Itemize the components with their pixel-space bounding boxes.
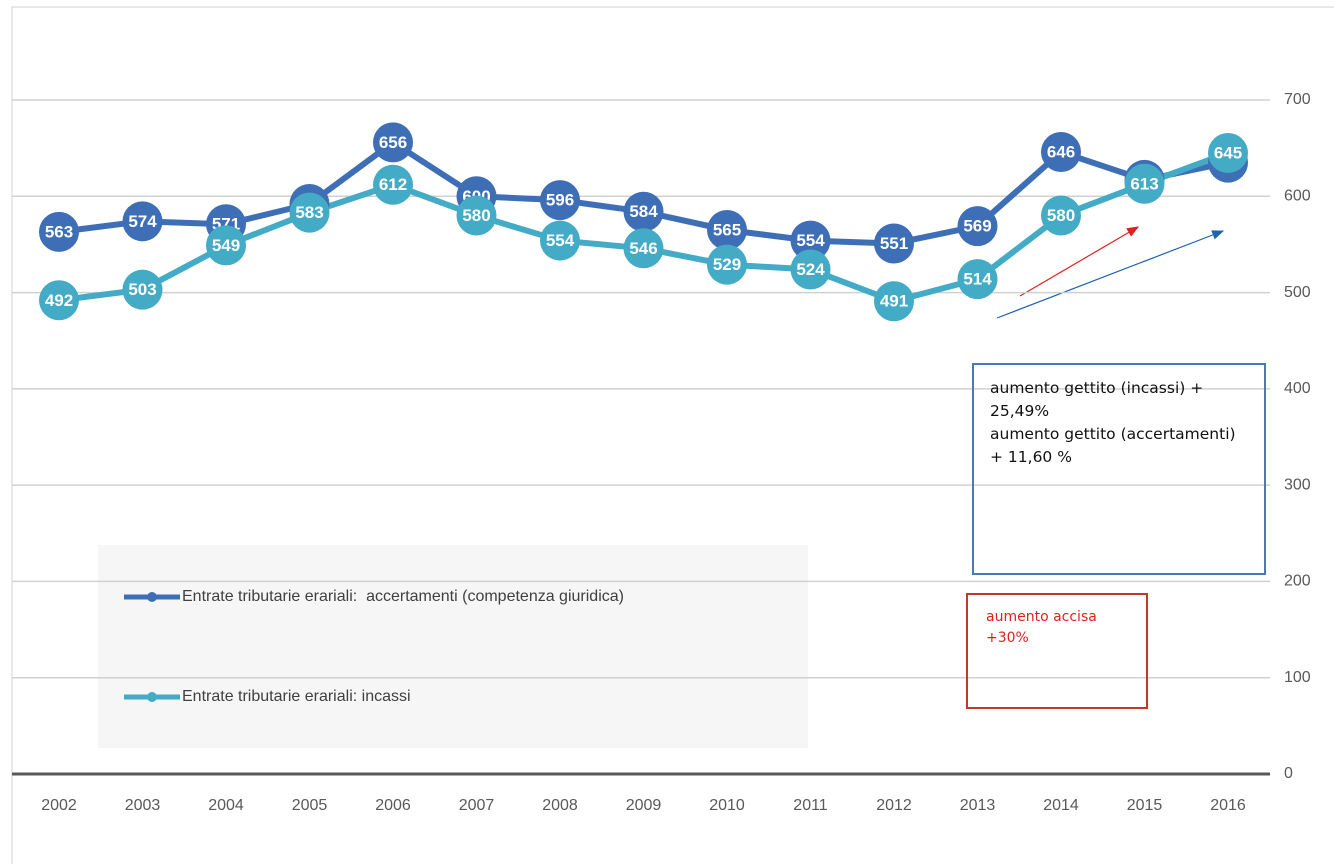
y-tick-label: 200 xyxy=(1284,573,1311,590)
data-point xyxy=(39,280,79,321)
arrow xyxy=(1019,226,1140,297)
data-label: 569 xyxy=(963,217,991,236)
data-point xyxy=(373,164,413,205)
data-point xyxy=(790,249,831,290)
legend-box xyxy=(98,545,808,748)
data-label: 492 xyxy=(45,291,73,310)
x-tick-label: 2004 xyxy=(208,797,244,814)
data-label: 584 xyxy=(629,202,658,221)
x-tick-label: 2007 xyxy=(459,797,495,814)
data-label: 580 xyxy=(1047,206,1075,225)
data-point xyxy=(707,244,747,285)
y-tick-label: 700 xyxy=(1284,91,1311,108)
data-label: 503 xyxy=(128,280,156,299)
data-label: 554 xyxy=(546,231,575,250)
data-point xyxy=(623,228,664,269)
data-point xyxy=(1041,131,1081,172)
data-label: 514 xyxy=(963,270,992,289)
x-tick-label: 2011 xyxy=(793,797,828,814)
data-point xyxy=(957,259,998,300)
x-tick-label: 2003 xyxy=(125,797,161,814)
annotation-box: aumento accisa +30% xyxy=(966,593,1148,709)
data-label: 565 xyxy=(713,220,741,239)
data-label: 612 xyxy=(379,175,407,194)
legend-label: Entrate tributarie erariali: incassi xyxy=(182,688,411,705)
data-label: 491 xyxy=(880,292,908,311)
data-point xyxy=(456,195,497,236)
y-tick-label: 600 xyxy=(1284,188,1311,205)
annotation: aumento gettito (accertamenti) + 11,60 % xyxy=(990,425,1236,466)
data-point xyxy=(373,122,413,163)
x-tick-label: 2008 xyxy=(542,797,578,814)
data-point xyxy=(623,191,664,232)
frame xyxy=(11,6,1334,864)
data-label: 645 xyxy=(1214,143,1242,162)
x-tick-label: 2015 xyxy=(1127,797,1163,814)
data-label: 656 xyxy=(379,133,407,152)
data-point xyxy=(206,225,246,266)
x-tick-label: 2006 xyxy=(375,797,411,814)
x-tick-label: 2005 xyxy=(292,797,328,814)
y-tick-label: 0 xyxy=(1284,765,1293,782)
data-label: 574 xyxy=(128,212,157,231)
data-point xyxy=(1208,132,1248,173)
data-label: 529 xyxy=(713,255,741,274)
x-tick-label: 2013 xyxy=(960,797,996,814)
data-point xyxy=(874,281,914,322)
data-point xyxy=(790,220,831,261)
data-point xyxy=(122,269,163,310)
data-point xyxy=(289,192,330,233)
x-tick-label: 2016 xyxy=(1210,797,1246,814)
data-label: 646 xyxy=(1047,142,1075,161)
data-point xyxy=(874,223,914,264)
data-label: 613 xyxy=(1130,174,1158,193)
data-point xyxy=(1124,163,1165,204)
legend-marker xyxy=(147,592,157,602)
x-tick-label: 2010 xyxy=(709,797,745,814)
data-label: 583 xyxy=(295,203,323,222)
data-label: 549 xyxy=(212,236,240,255)
y-tick-label: 100 xyxy=(1284,669,1311,686)
x-tick-label: 2014 xyxy=(1043,797,1079,814)
data-label: 546 xyxy=(629,239,657,258)
y-tick-label: 300 xyxy=(1284,476,1311,493)
data-point xyxy=(540,220,580,261)
data-point xyxy=(707,209,747,250)
annotation: aumento gettito (incassi) + 25,49% xyxy=(990,379,1204,420)
y-tick-label: 500 xyxy=(1284,284,1311,301)
data-point xyxy=(957,206,998,247)
data-label: 554 xyxy=(796,231,825,250)
data-point xyxy=(1041,195,1081,236)
annotation: aumento accisa +30% xyxy=(986,609,1097,646)
arrow xyxy=(996,230,1225,319)
legend-marker xyxy=(147,692,157,702)
x-tick-label: 2009 xyxy=(626,797,662,814)
data-point xyxy=(122,201,163,242)
data-label: 596 xyxy=(546,191,574,210)
x-tick-label: 2012 xyxy=(876,797,912,814)
x-tick-label: 2002 xyxy=(41,797,77,814)
data-point xyxy=(540,180,580,221)
data-label: 563 xyxy=(45,222,73,241)
annotation-box: aumento gettito (incassi) + 25,49% aumen… xyxy=(972,363,1266,575)
legend-label: Entrate tributarie erariali: accertament… xyxy=(182,588,624,605)
data-label: 524 xyxy=(796,260,825,279)
data-label: 551 xyxy=(880,234,908,253)
data-point xyxy=(39,211,79,252)
y-tick-label: 400 xyxy=(1284,380,1311,397)
data-label: 580 xyxy=(462,206,490,225)
